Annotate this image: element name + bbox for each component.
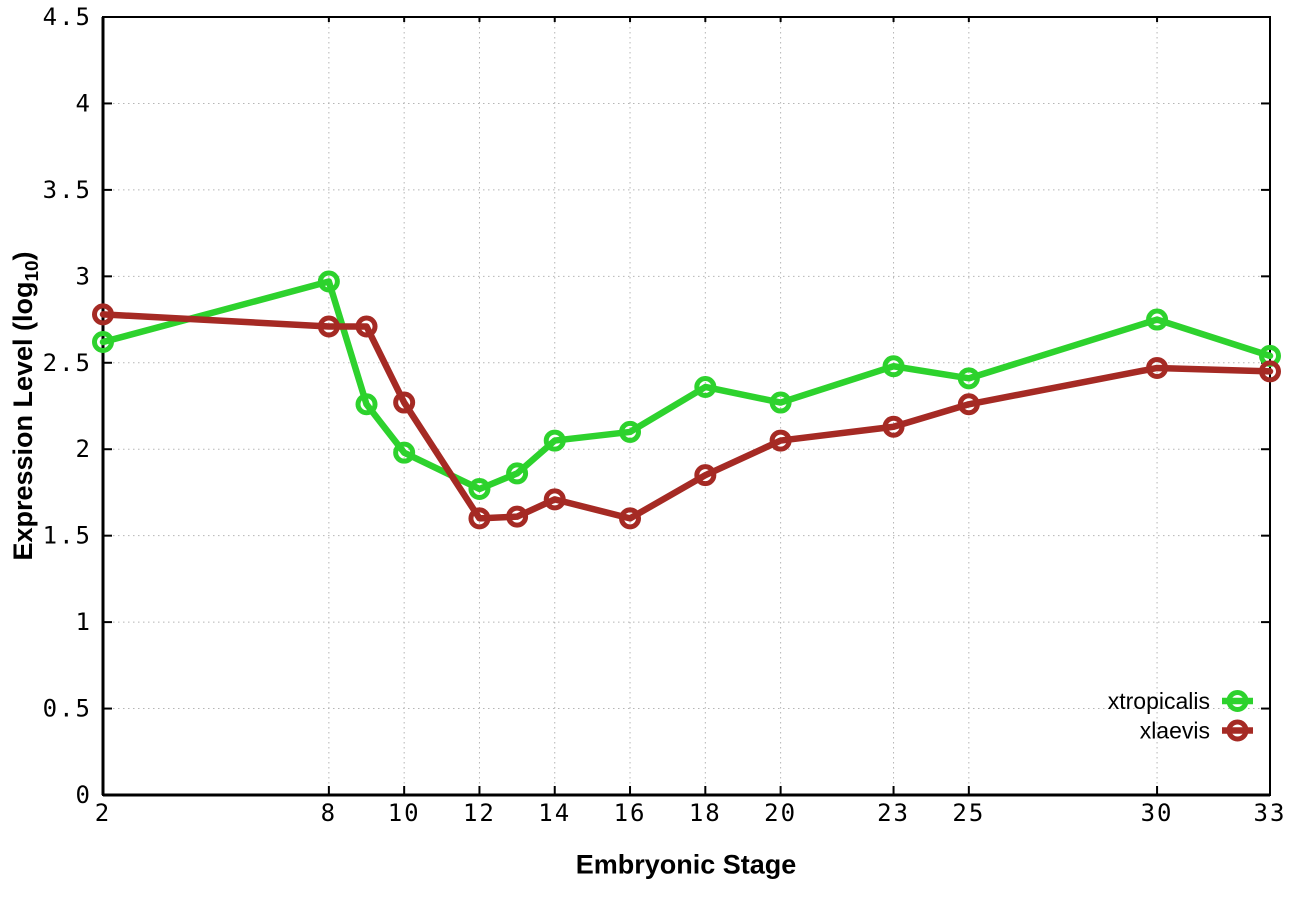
x-tick-label: 33 (1254, 799, 1287, 827)
data-point-xlaevis (957, 393, 980, 416)
data-point-xlaevis (355, 315, 378, 338)
y-tick-label: 2 (76, 435, 92, 463)
x-tick-label: 18 (689, 799, 722, 827)
y-tick-label: 1.5 (43, 522, 92, 550)
legend-marker-xlaevis (1226, 719, 1249, 742)
x-tick-label: 25 (952, 799, 985, 827)
data-point-xtropicalis (393, 441, 416, 464)
data-point-xlaevis (92, 303, 114, 326)
x-tick-label: 2 (95, 799, 111, 827)
data-point-xtropicalis (317, 270, 340, 293)
y-axis-title-close: ) (7, 251, 38, 261)
plot-border (102, 16, 1271, 796)
data-point-xlaevis (543, 488, 566, 511)
data-point-xtropicalis (92, 331, 114, 354)
y-tick-label: 4 (76, 89, 92, 117)
y-tick-label: 1 (76, 608, 92, 636)
y-tick-label: 4.5 (43, 3, 92, 31)
x-tick-label: 8 (321, 799, 337, 827)
data-point-xlaevis (468, 507, 491, 530)
data-point-xlaevis (1259, 360, 1281, 383)
x-tick-label: 14 (538, 799, 571, 827)
data-point-xtropicalis (506, 462, 529, 485)
y-axis-title-subscript: 10 (22, 260, 44, 282)
x-axis-title: Embryonic Stage (575, 849, 797, 880)
data-point-xtropicalis (619, 420, 642, 443)
data-point-xlaevis (769, 429, 792, 452)
x-tick-label: 30 (1141, 799, 1174, 827)
y-axis-title: Expression Level (log10) (8, 251, 44, 560)
x-tick-label: 20 (764, 799, 797, 827)
data-point-xlaevis (317, 315, 340, 338)
data-point-xlaevis (1146, 356, 1169, 379)
data-point-xtropicalis (694, 375, 717, 398)
x-tick-label: 12 (463, 799, 496, 827)
x-tick-label: 23 (877, 799, 910, 827)
series-line-xtropicalis (99, 278, 1274, 493)
data-point-xtropicalis (543, 429, 566, 452)
y-tick-label: 2.5 (43, 349, 92, 377)
data-point-xlaevis (882, 415, 905, 438)
data-point-xlaevis (619, 507, 642, 530)
y-tick-label: 0.5 (43, 695, 92, 723)
data-point-xtropicalis (1146, 308, 1169, 331)
data-point-xtropicalis (468, 477, 491, 500)
y-tick-label: 3.5 (43, 176, 92, 204)
y-tick-label: 3 (76, 262, 92, 290)
data-point-xlaevis (393, 391, 416, 414)
data-point-xtropicalis (957, 367, 980, 390)
data-point-xtropicalis (882, 355, 905, 378)
y-tick-label: 0 (76, 781, 92, 809)
data-point-xtropicalis (769, 391, 792, 414)
data-point-xtropicalis (355, 393, 378, 416)
x-tick-label: 16 (614, 799, 647, 827)
legend-label-xlaevis: xlaevis (1140, 718, 1210, 744)
legend-marker-xtropicalis (1226, 690, 1249, 712)
data-point-xlaevis (694, 464, 717, 487)
x-tick-label: 10 (388, 799, 421, 827)
data-point-xlaevis (506, 505, 529, 528)
series-line-xlaevis (99, 311, 1274, 522)
y-axis-title-text: Expression Level (log (7, 281, 38, 561)
legend-label-xtropicalis: xtropicalis (1108, 688, 1210, 714)
